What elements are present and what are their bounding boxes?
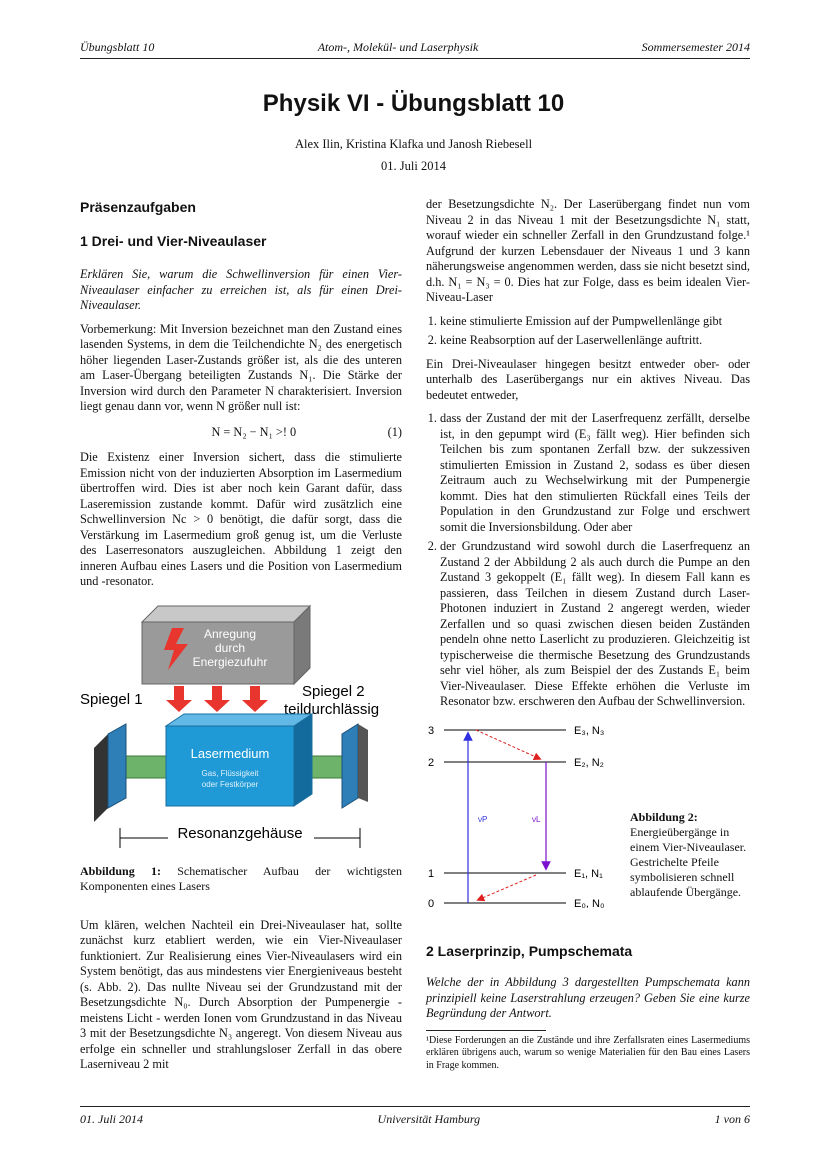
list-2: dass der Zustand der mit der Laserfreque… [426,411,750,710]
page-header: Übungsblatt 10 Atom-, Molekül- und Laser… [80,40,750,55]
housing-label-bg [168,821,314,842]
figure-2: 3 2 1 0 E₃, N₃ E₂, N₂ E₁, N₁ E₀, N₀ νP ν… [426,718,750,908]
footnote: ¹Diese Forderungen an die Zustände und i… [426,1034,750,1071]
figure-1-caption-label: Abbildung 1: [80,863,161,878]
page-title: Physik VI - Übungsblatt 10 [262,90,565,117]
level-2-number: 2 [428,757,434,769]
header-center: Atom-, Molekül- und Laserphysik [317,40,479,54]
medium-top [164,713,314,726]
figure-2-caption-label: Abbildung 2: [630,809,698,824]
decay-arrow-3-2 [475,729,542,760]
laser-label: νL [532,815,541,824]
equation-text: N = N₂ − N₁ >! 0 [211,424,297,439]
pump-arrows [166,685,268,712]
footnote-rule [426,1029,546,1031]
level-0-number: 0 [428,898,434,908]
paragraph-3: Um klären, welchen Nachteil ein Drei-Niv… [80,917,402,1072]
mirror-2-label: Spiegel 2 [302,683,365,700]
mirror-1-back [94,733,108,822]
list-1-item: keine Reabsorption auf der Laserwellenlä… [440,333,750,349]
level-3-label: E₃, N₃ [574,725,604,737]
task-2: Welche der in Abbildung 3 dargestellten … [426,975,750,1020]
figure-2-caption-text: Energieübergänge in einem Vier-Niveaulas… [630,824,747,899]
list-2-item: dass der Zustand der mit der Laserfreque… [440,411,750,535]
medium-label: Lasermedium [191,746,270,761]
paragraph-r2: Ein Drei-Niveaulaser hingegen besitzt en… [426,356,750,402]
level-0-label: E₀, N₀ [574,898,605,908]
mirror-1-label: Spiegel 1 [80,691,143,708]
box-top [140,605,312,622]
figure-1-laser-setup: Anregung durch Energiezufuhr Spiegel 1 S… [80,604,379,848]
page-footer: 01. Juli 2014 Universität Hamburg 1 von … [80,1112,750,1127]
decay-arrow-1-0 [476,874,537,901]
list-1-item: keine stimulierte Emission auf der Pumpw… [440,314,750,330]
figure-2-energy-levels: 3 2 1 0 E₃, N₃ E₂, N₂ E₁, N₁ E₀, N₀ νP ν… [428,725,605,908]
task-1: Erklären Sie, warum die Schwellinversion… [80,267,402,312]
housing-label: Resonanzgehäuse [177,825,302,842]
header-rule [80,58,750,59]
lightning-icon [164,627,188,670]
paragraph-2: Die Existenz einer Inversion sichert, da… [80,450,402,588]
right-column: der Besetzungsdichte N₂. Der Laserüberga… [426,197,750,1072]
authors: Alex Ilin, Kristina Klafka und Janosh Ri… [294,137,533,151]
mirror-2-back [358,723,368,802]
laser-medium [165,725,295,806]
pump-arrow [166,685,192,712]
pump-box [141,621,295,684]
footer-rule [80,1106,750,1107]
paragraph-1: Vorbemerkung: Mit Inversion bezeichnet m… [80,321,402,414]
figure-1-caption: Abbildung 1: Schematischer Aufbau der wi… [80,864,402,894]
mirror-2 [341,722,359,809]
level-3-number: 3 [428,725,434,737]
box-label-2: durch [215,641,245,655]
pump-label: νP [478,815,487,824]
header-left: Übungsblatt 10 [80,40,155,54]
figure-1-caption-text: Schematischer Aufbau der wichtigsten Kom… [80,863,403,893]
equation-number: (1) [387,424,402,439]
footer-left: 01. Juli 2014 [80,1112,143,1126]
list-1: keine stimulierte Emission auf der Pumpw… [426,314,750,349]
left-column: Präsenzaufgaben 1 Drei- und Vier-Niveaul… [80,196,402,1081]
equation-1: N = N₂ − N₁ >! 0 (1) [80,425,402,441]
footer-center: Universität Hamburg [377,1112,481,1126]
header-right: Sommersemester 2014 [641,40,750,54]
pump-arrow [242,685,268,712]
level-1-label: E₁, N₁ [574,868,603,880]
figure-2-caption: Abbildung 2: Energieübergänge in einem V… [630,810,750,908]
pump-arrow [204,685,230,712]
box-label-3: Energiezufuhr [193,655,268,669]
section-heading: Präsenzaufgaben [80,199,196,215]
mirror-1 [107,722,127,809]
list-2-item: der Grundzustand wird sowohl durch die L… [440,539,750,710]
date: 01. Juli 2014 [381,159,446,173]
box-label-1: Anregung [204,627,256,641]
medium-side [293,712,313,807]
level-1-number: 1 [428,868,434,880]
paragraph-r1: der Besetzungsdichte N₂. Der Laserüberga… [426,197,750,304]
footer-right: 1 von 6 [714,1112,750,1126]
medium-sublabel-1: Gas, Flüssigkeit [202,769,260,778]
level-2-label: E₂, N₂ [574,757,604,769]
subsection-1-heading: 1 Drei- und Vier-Niveaulaser [80,232,267,249]
subsection-2-heading: 2 Laserprinzip, Pumpschemata [426,942,633,959]
medium-sublabel-2: oder Festkörper [202,780,259,789]
